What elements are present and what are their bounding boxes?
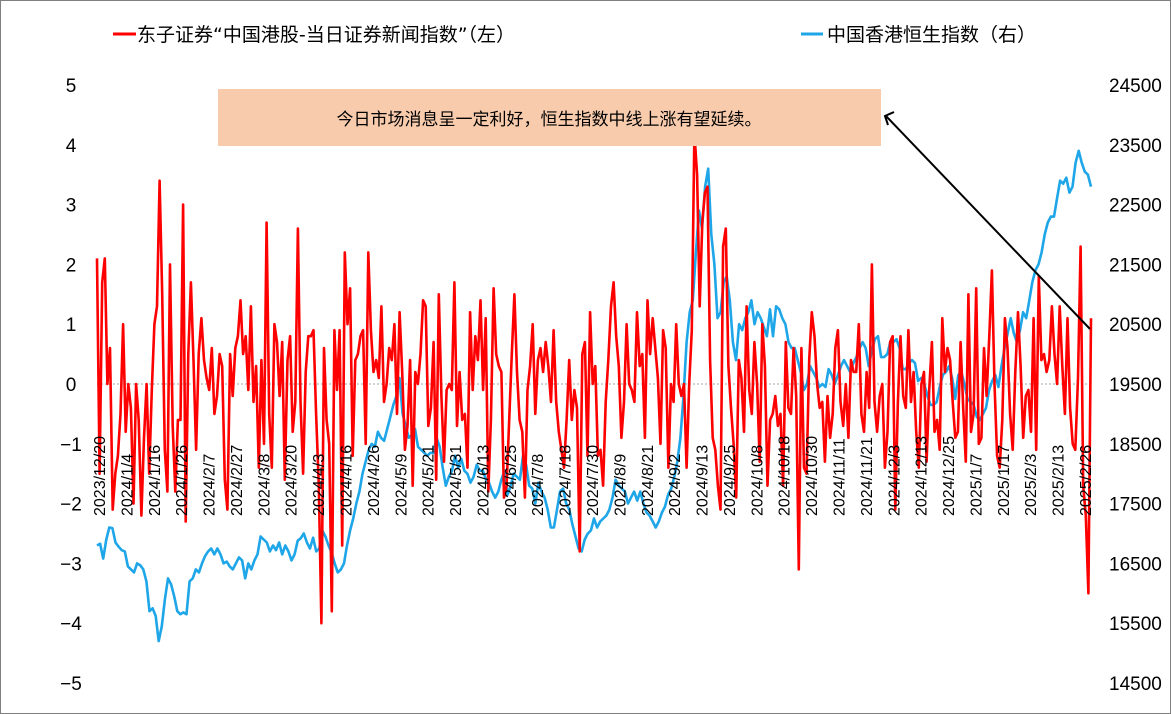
right-tick-label: 21500 bbox=[1109, 255, 1162, 276]
x-tick-label: 2024/9/2 bbox=[667, 454, 684, 516]
right-tick-label: 18500 bbox=[1109, 435, 1162, 456]
right-y-axis: 24500 23500 22500 21500 20500 19500 18500 17500… bbox=[1109, 76, 1162, 695]
left-tick-label: −5 bbox=[60, 674, 82, 695]
x-tick-label: 2025/2/26 bbox=[1078, 445, 1095, 516]
legend-label-hang-seng: 中国香港恒生指数（右） bbox=[827, 24, 1036, 46]
series-line-news-index bbox=[95, 131, 1093, 625]
left-tick-label: −2 bbox=[60, 495, 82, 516]
x-tick-label: 2024/11/11 bbox=[832, 438, 849, 516]
right-tick-label: 24500 bbox=[1109, 76, 1162, 97]
right-tick-label: 17500 bbox=[1109, 495, 1162, 516]
x-tick-label: 2024/4/3 bbox=[311, 454, 328, 516]
left-tick-label: 2 bbox=[66, 255, 77, 276]
x-tick-label: 2025/2/13 bbox=[1051, 445, 1068, 516]
x-tick-label: 2024/6/13 bbox=[475, 445, 492, 516]
left-tick-label: 1 bbox=[66, 315, 77, 336]
right-tick-label: 22500 bbox=[1109, 196, 1162, 217]
x-tick-label: 2024/1/16 bbox=[147, 445, 164, 516]
x-tick-label: 2024/3/20 bbox=[284, 445, 301, 516]
x-tick-label: 2024/4/16 bbox=[339, 445, 356, 516]
x-axis: 2023/12/20 2024/1/4 2024/1/16 2024/1/26 2024… bbox=[92, 436, 1095, 516]
x-tick-label: 2024/5/21 bbox=[421, 445, 438, 516]
left-tick-label: −1 bbox=[60, 435, 82, 456]
annotation-text: 今日市场消息呈一定利好，恒生指数中线上涨有望延续。 bbox=[337, 110, 762, 130]
x-tick-label: 2025/2/3 bbox=[1023, 454, 1040, 516]
x-tick-label: 2024/10/8 bbox=[749, 445, 766, 516]
annotation-box bbox=[218, 89, 881, 146]
x-tick-label: 2024/2/7 bbox=[202, 454, 219, 516]
legend-label-news-index: 东子证券“中国港股-当日证券新闻指数”（左） bbox=[137, 24, 515, 46]
x-tick-label: 2024/5/9 bbox=[393, 454, 410, 516]
x-tick-label: 2024/10/30 bbox=[804, 436, 821, 516]
left-tick-label: 3 bbox=[66, 196, 77, 217]
x-tick-label: 2024/4/26 bbox=[366, 445, 383, 516]
right-tick-label: 16500 bbox=[1109, 554, 1162, 575]
left-tick-label: −4 bbox=[60, 614, 82, 635]
legend-item-news-index: 东子证券“中国港股-当日证券新闻指数”（左） bbox=[113, 24, 515, 46]
right-tick-label: 20500 bbox=[1109, 315, 1162, 336]
left-tick-label: 4 bbox=[66, 136, 77, 157]
x-tick-label: 2024/1/26 bbox=[174, 445, 191, 516]
x-tick-label: 2023/12/20 bbox=[92, 436, 109, 516]
legend-item-hang-seng: 中国香港恒生指数（右） bbox=[801, 24, 1036, 46]
x-tick-label: 2024/9/13 bbox=[695, 445, 712, 516]
x-tick-label: 2025/1/7 bbox=[968, 454, 985, 516]
annotation-arrow-line bbox=[885, 115, 1091, 330]
left-y-axis: 5 4 3 2 1 0 −1 −2 −3 −4 −5 bbox=[60, 76, 82, 695]
x-tick-label: 2024/6/25 bbox=[503, 445, 520, 516]
x-tick-label: 2024/8/21 bbox=[640, 445, 657, 516]
x-tick-label: 2024/7/18 bbox=[558, 445, 575, 516]
annotation: 今日市场消息呈一定利好，恒生指数中线上涨有望延续。 bbox=[218, 89, 1091, 330]
right-tick-label: 14500 bbox=[1109, 674, 1162, 695]
x-tick-label: 2024/12/3 bbox=[886, 445, 903, 516]
left-tick-label: 5 bbox=[66, 76, 77, 97]
annotation-arrowhead bbox=[883, 111, 895, 126]
x-tick-label: 2024/7/30 bbox=[585, 445, 602, 516]
left-tick-label: 0 bbox=[66, 375, 77, 396]
x-tick-label: 2024/1/4 bbox=[119, 454, 136, 516]
x-tick-label: 2024/5/31 bbox=[448, 445, 465, 516]
x-tick-label: 2024/9/25 bbox=[722, 445, 739, 516]
x-tick-label: 2025/1/17 bbox=[996, 445, 1013, 516]
x-tick-label: 2024/10/18 bbox=[777, 436, 794, 516]
series-lines bbox=[95, 131, 1093, 643]
legend: 东子证券“中国港股-当日证券新闻指数”（左） 中国香港恒生指数（右） bbox=[113, 24, 1036, 46]
x-tick-label: 2024/12/25 bbox=[941, 436, 958, 516]
x-tick-label: 2024/2/27 bbox=[229, 445, 246, 516]
x-tick-label: 2024/12/13 bbox=[914, 436, 931, 516]
right-tick-label: 15500 bbox=[1109, 614, 1162, 635]
right-tick-label: 23500 bbox=[1109, 136, 1162, 157]
right-tick-label: 19500 bbox=[1109, 375, 1162, 396]
x-tick-label: 2024/7/8 bbox=[530, 454, 547, 516]
x-tick-label: 2024/8/9 bbox=[612, 454, 629, 516]
x-tick-label: 2024/3/8 bbox=[256, 454, 273, 516]
x-tick-label: 2024/11/21 bbox=[859, 437, 876, 516]
left-tick-label: −3 bbox=[60, 554, 82, 575]
